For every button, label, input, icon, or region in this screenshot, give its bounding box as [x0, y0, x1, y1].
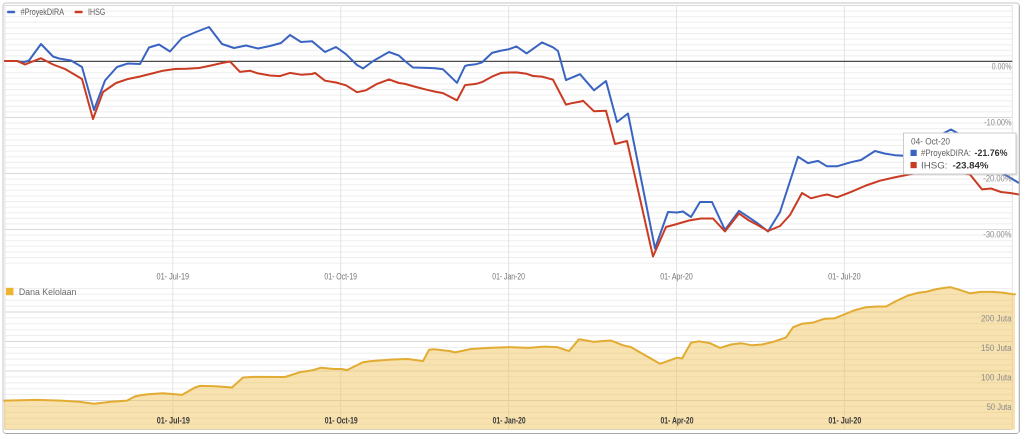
svg-text:50 Juta: 50 Juta: [987, 402, 1013, 412]
svg-text:-30.00%: -30.00%: [983, 230, 1011, 240]
svg-text:01- Jan-20: 01- Jan-20: [492, 271, 525, 281]
svg-text:01- Jul-19: 01- Jul-19: [157, 416, 190, 426]
svg-text:01- Jan-20: 01- Jan-20: [493, 416, 526, 426]
svg-text:150 Juta: 150 Juta: [981, 343, 1012, 353]
svg-text:-20.00%: -20.00%: [983, 174, 1011, 184]
svg-text:01- Oct-19: 01- Oct-19: [325, 416, 358, 426]
svg-text:IHSG: IHSG: [88, 7, 105, 17]
svg-text:01- Jul-20: 01- Jul-20: [828, 416, 861, 426]
svg-text:-10.00%: -10.00%: [984, 118, 1011, 128]
svg-text:0.00%: 0.00%: [992, 62, 1012, 72]
svg-text:IHSG:: IHSG:: [921, 160, 948, 170]
svg-text:01- Oct-19: 01- Oct-19: [324, 271, 357, 281]
svg-text:01- Jul-20: 01- Jul-20: [828, 271, 861, 281]
svg-text:#ProyekDIRA: #ProyekDIRA: [21, 7, 65, 17]
svg-text:#ProyekDIRA:: #ProyekDIRA:: [921, 148, 971, 158]
svg-text:04- Oct-20: 04- Oct-20: [911, 137, 950, 147]
svg-text:-21.76%: -21.76%: [975, 148, 1008, 158]
svg-text:100 Juta: 100 Juta: [981, 372, 1012, 382]
svg-text:01- Apr-20: 01- Apr-20: [660, 271, 693, 281]
svg-text:01- Jul-19: 01- Jul-19: [157, 271, 190, 281]
svg-text:-23.84%: -23.84%: [953, 160, 989, 170]
svg-text:200 Juta: 200 Juta: [981, 313, 1012, 323]
svg-text:01- Apr-20: 01- Apr-20: [661, 416, 694, 426]
svg-text:Dana Kelolaan: Dana Kelolaan: [19, 287, 77, 298]
